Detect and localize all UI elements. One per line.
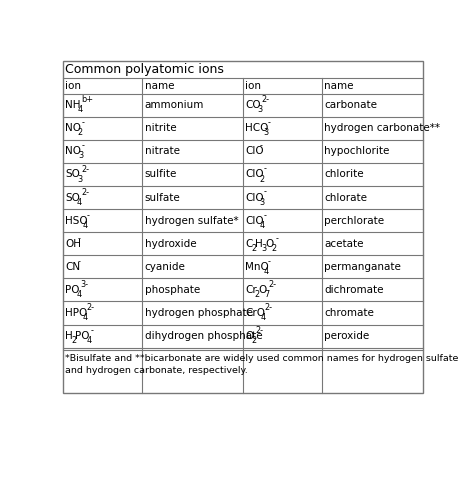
Text: nitrate: nitrate <box>145 146 180 156</box>
Text: name: name <box>324 81 354 91</box>
Text: 3: 3 <box>260 197 265 206</box>
Text: HPO: HPO <box>65 308 88 318</box>
Text: acetate: acetate <box>324 239 364 249</box>
Text: -: - <box>77 257 80 266</box>
Text: HCO: HCO <box>245 123 269 133</box>
Text: -: - <box>268 257 271 266</box>
Text: O: O <box>245 331 254 341</box>
Text: HSO: HSO <box>65 216 88 226</box>
Text: -: - <box>264 211 267 220</box>
Text: -: - <box>82 119 85 127</box>
Text: 2-: 2- <box>265 303 273 312</box>
Text: 2: 2 <box>72 336 77 345</box>
Text: 4: 4 <box>77 290 82 299</box>
Text: 2-: 2- <box>81 187 89 196</box>
Text: 3: 3 <box>264 128 268 137</box>
Text: H: H <box>65 331 73 341</box>
Text: ClO: ClO <box>245 216 264 226</box>
Text: *Bisulfate and **bicarbonate are widely used common names for hydrogen sulfate
a: *Bisulfate and **bicarbonate are widely … <box>65 354 459 375</box>
Text: -: - <box>264 187 266 196</box>
Text: Cr: Cr <box>245 285 257 295</box>
Text: ClO: ClO <box>245 193 264 203</box>
Text: PO: PO <box>65 285 80 295</box>
Text: CrO: CrO <box>245 308 265 318</box>
Text: sulfite: sulfite <box>145 169 177 179</box>
Text: ammonium: ammonium <box>145 100 204 110</box>
Text: 4: 4 <box>260 221 265 230</box>
Text: CO: CO <box>245 100 261 110</box>
Text: -: - <box>82 141 85 151</box>
Text: chlorite: chlorite <box>324 169 364 179</box>
Text: CN: CN <box>65 262 81 272</box>
Text: -: - <box>91 326 93 335</box>
Text: cyanide: cyanide <box>145 262 185 272</box>
Text: NO: NO <box>65 146 82 156</box>
Text: hydrogen phosphate: hydrogen phosphate <box>145 308 253 318</box>
Text: NH: NH <box>65 100 81 110</box>
Text: SO: SO <box>65 169 80 179</box>
Text: 2-: 2- <box>269 280 277 289</box>
Text: O: O <box>265 239 273 249</box>
Text: ClO: ClO <box>245 169 264 179</box>
Text: name: name <box>145 81 174 91</box>
Text: peroxide: peroxide <box>324 331 370 341</box>
Text: 7: 7 <box>264 290 270 299</box>
Text: hypochlorite: hypochlorite <box>324 146 390 156</box>
Text: -: - <box>275 234 278 243</box>
Text: 2-: 2- <box>87 303 95 312</box>
Text: chromate: chromate <box>324 308 374 318</box>
Text: 4: 4 <box>261 313 266 322</box>
Text: H: H <box>255 239 263 249</box>
Text: 4: 4 <box>77 105 82 114</box>
Text: 3: 3 <box>77 174 82 184</box>
Text: SO: SO <box>65 193 80 203</box>
Text: 3: 3 <box>78 152 83 161</box>
Text: 2: 2 <box>271 244 276 253</box>
Text: 2-: 2- <box>261 95 269 104</box>
Text: 4: 4 <box>264 267 269 276</box>
Text: -: - <box>260 141 263 151</box>
Text: 3-: 3- <box>81 280 89 289</box>
Text: hydrogen carbonate**: hydrogen carbonate** <box>324 123 440 133</box>
Text: 2: 2 <box>260 174 265 184</box>
Text: carbonate: carbonate <box>324 100 377 110</box>
Text: sulfate: sulfate <box>145 193 180 203</box>
Text: PO: PO <box>75 331 90 341</box>
Text: 2: 2 <box>251 244 256 253</box>
Text: OH: OH <box>65 239 82 249</box>
Text: phosphate: phosphate <box>145 285 200 295</box>
Text: -: - <box>267 119 270 127</box>
Text: 2-: 2- <box>255 326 264 335</box>
Text: MnO: MnO <box>245 262 269 272</box>
Text: b+: b+ <box>82 95 94 104</box>
Text: 3: 3 <box>257 105 263 114</box>
Text: 4: 4 <box>87 336 92 345</box>
Text: ion: ion <box>245 81 261 91</box>
Text: hydrogen sulfate*: hydrogen sulfate* <box>145 216 238 226</box>
Text: nitrite: nitrite <box>145 123 176 133</box>
Text: 4: 4 <box>83 221 88 230</box>
Text: C: C <box>245 239 253 249</box>
Text: ion: ion <box>65 81 82 91</box>
Text: 4: 4 <box>82 313 88 322</box>
Text: -: - <box>78 234 81 243</box>
Text: hydroxide: hydroxide <box>145 239 196 249</box>
Text: perchlorate: perchlorate <box>324 216 384 226</box>
Text: 2: 2 <box>252 336 257 345</box>
Text: 3: 3 <box>261 244 266 253</box>
Text: 4: 4 <box>77 197 82 206</box>
Text: permanganate: permanganate <box>324 262 401 272</box>
Text: 2-: 2- <box>81 164 89 174</box>
Text: ClO: ClO <box>245 146 264 156</box>
Text: -: - <box>264 164 266 174</box>
Text: O: O <box>258 285 266 295</box>
Text: 2: 2 <box>255 290 259 299</box>
Text: NO: NO <box>65 123 82 133</box>
Text: dihydrogen phosphate: dihydrogen phosphate <box>145 331 262 341</box>
Text: -: - <box>87 211 90 220</box>
Text: Common polyatomic ions: Common polyatomic ions <box>65 63 224 76</box>
Text: dichromate: dichromate <box>324 285 384 295</box>
Text: 2: 2 <box>78 128 83 137</box>
Text: chlorate: chlorate <box>324 193 367 203</box>
